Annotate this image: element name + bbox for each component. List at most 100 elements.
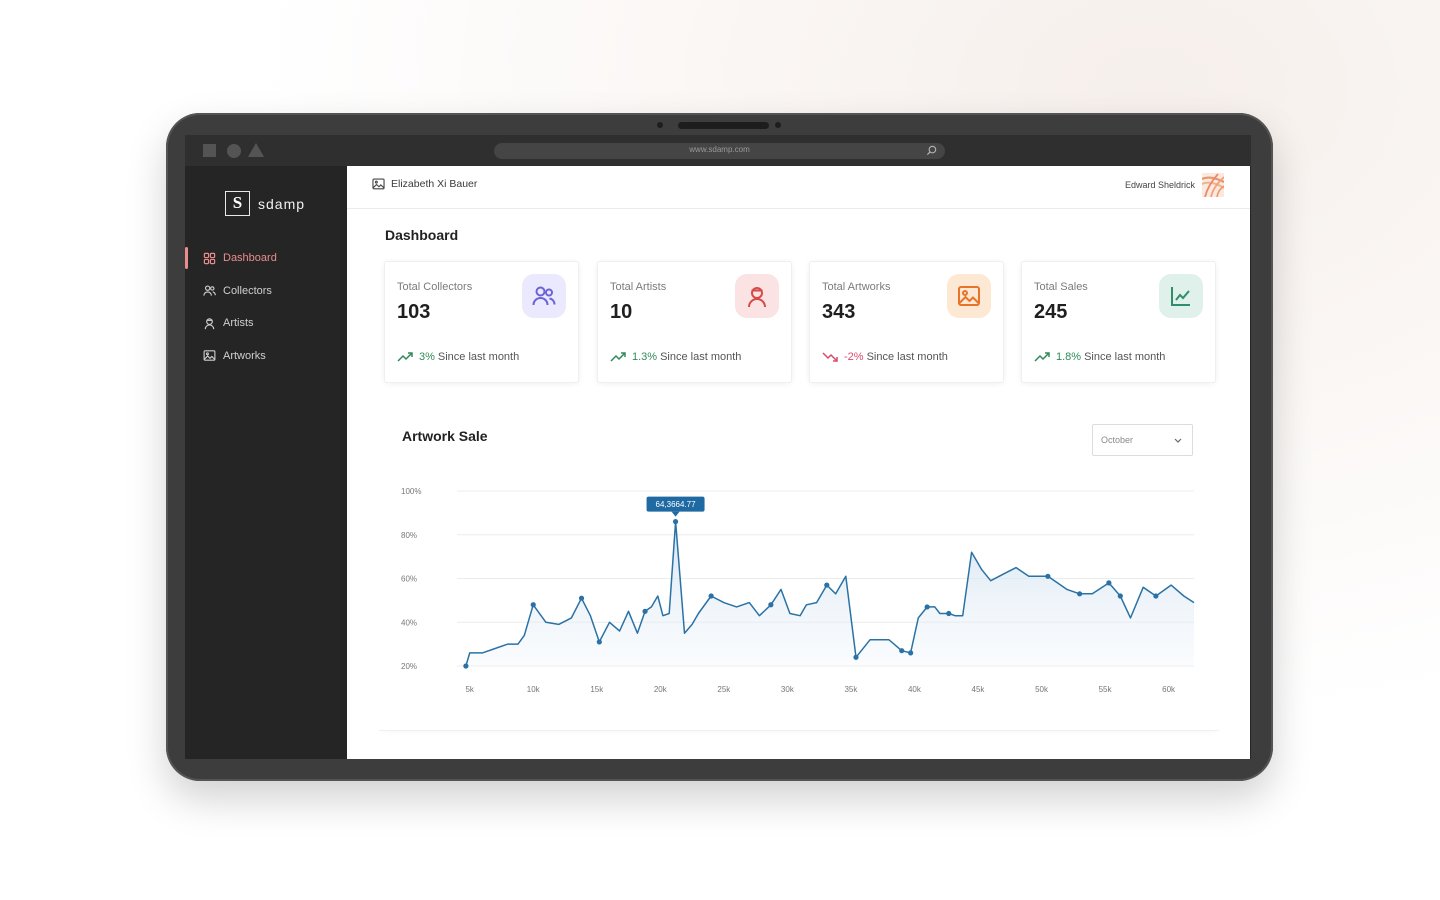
data-point bbox=[463, 663, 469, 669]
series-area bbox=[465, 521, 1194, 666]
y-tick-label: 80% bbox=[401, 531, 417, 540]
artwork-sale-chart: 20% 40% 60% 80% 100% 5k 10k 15k 20k 25k 30k 35k 40k 4… bbox=[401, 487, 1195, 694]
stat-card-collectors[interactable]: Total Collectors 103 3% Since last month bbox=[384, 261, 579, 383]
data-point bbox=[908, 650, 914, 656]
x-tick-label: 10k bbox=[527, 685, 541, 694]
stat-icon-box bbox=[735, 274, 779, 318]
sidebar-item-dashboard[interactable]: Dashboard bbox=[185, 242, 347, 275]
chart-icon bbox=[1171, 287, 1190, 306]
square-shape-icon bbox=[203, 144, 216, 157]
x-tick-label: 45k bbox=[972, 685, 986, 694]
month-select-value: October bbox=[1101, 435, 1134, 445]
address-bar[interactable]: www.sdamp.com bbox=[494, 143, 945, 159]
sidebar-item-collectors[interactable]: Collectors bbox=[185, 275, 347, 308]
stat-label: Total Artworks bbox=[822, 281, 891, 293]
logo-mark: S bbox=[225, 191, 250, 216]
top-bar: Elizabeth Xi Bauer Edward Sheldrick bbox=[347, 166, 1250, 209]
page-title: Dashboard bbox=[385, 227, 459, 243]
data-point bbox=[642, 608, 648, 614]
image-icon bbox=[372, 178, 385, 190]
chevron-down-icon bbox=[1174, 438, 1182, 443]
stat-change-suffix: Since last month bbox=[437, 351, 520, 363]
stat-change-suffix: Since last month bbox=[866, 351, 948, 363]
tooltip-label: 64,3664.77 bbox=[656, 500, 697, 509]
stat-icon-box bbox=[1159, 274, 1203, 318]
stat-value: 245 bbox=[1034, 301, 1068, 323]
sidebar-item-artists[interactable]: Artists bbox=[185, 307, 347, 340]
stat-trend: 3% Since last month bbox=[397, 351, 519, 363]
breadcrumb[interactable]: Elizabeth Xi Bauer bbox=[372, 178, 477, 190]
series-line bbox=[465, 520, 1195, 667]
user-name: Edward Sheldrick bbox=[1124, 180, 1195, 190]
image-icon bbox=[958, 286, 980, 306]
browser-chrome: www.sdamp.com bbox=[185, 135, 1251, 166]
x-tick-label: 55k bbox=[1099, 685, 1113, 694]
stat-card-sales[interactable]: Total Sales 245 1.8% Since last month bbox=[1021, 261, 1216, 383]
data-point bbox=[768, 602, 774, 608]
data-point bbox=[1045, 573, 1051, 579]
artist-icon bbox=[204, 318, 215, 329]
data-point bbox=[578, 595, 585, 601]
sidebar: S sdamp Dashboard Collectors bbox=[185, 166, 347, 759]
x-tick-label: 25k bbox=[717, 685, 731, 694]
x-tick-label: 60k bbox=[1162, 685, 1176, 694]
month-select[interactable]: October bbox=[1092, 424, 1193, 456]
tooltip-pointer bbox=[671, 511, 680, 517]
camera-dot bbox=[657, 122, 663, 128]
trend-up-icon bbox=[610, 352, 626, 362]
stat-trend: 1.3% Since last month bbox=[610, 351, 741, 363]
y-tick-label: 20% bbox=[401, 662, 417, 671]
data-point bbox=[596, 639, 602, 645]
circle-shape-icon bbox=[227, 144, 241, 158]
stat-change: 1.3% bbox=[632, 351, 658, 363]
stat-change: 3% bbox=[419, 351, 435, 363]
data-point bbox=[924, 604, 930, 610]
stat-card-artists[interactable]: Total Artists 10 1.3% Since last month bbox=[597, 261, 792, 383]
stat-value: 343 bbox=[822, 301, 856, 323]
x-tick-label: 35k bbox=[844, 685, 858, 694]
camera-dot bbox=[775, 122, 781, 128]
artwork-sale-card: Artwork Sale October 20% 40% 60% 80% 100% 5k 1… bbox=[379, 404, 1219, 731]
sidebar-item-label: Artworks bbox=[223, 349, 266, 362]
stat-trend: 1.8% Since last month bbox=[1034, 351, 1165, 363]
chart-title: Artwork Sale bbox=[402, 428, 488, 444]
x-tick-label: 15k bbox=[590, 685, 604, 694]
url-text: www.sdamp.com bbox=[689, 145, 750, 154]
x-tick-label: 20k bbox=[654, 685, 668, 694]
data-point bbox=[1153, 593, 1159, 599]
stat-change: -2% bbox=[844, 351, 864, 363]
data-point bbox=[899, 648, 905, 654]
users-icon bbox=[532, 286, 556, 306]
grid-icon bbox=[203, 252, 216, 264]
stat-change-suffix: Since last month bbox=[660, 351, 742, 363]
stat-label: Total Collectors bbox=[397, 281, 473, 293]
x-tick-label: 40k bbox=[908, 685, 922, 694]
artist-icon bbox=[748, 287, 766, 308]
y-tick-label: 40% bbox=[401, 618, 417, 627]
sidebar-item-label: Collectors bbox=[223, 284, 272, 297]
data-point bbox=[1106, 580, 1112, 586]
stat-change: 1.8% bbox=[1056, 351, 1082, 363]
stat-card-artworks[interactable]: Total Artworks 343 -2% Since last month bbox=[809, 261, 1004, 383]
data-point bbox=[1117, 593, 1123, 599]
search-icon[interactable] bbox=[926, 145, 937, 156]
sidebar-item-label: Dashboard bbox=[223, 252, 277, 265]
tablet-frame: www.sdamp.com S sdamp Dashboard bbox=[166, 113, 1273, 781]
speaker-slot bbox=[678, 122, 769, 129]
stat-icon-box bbox=[947, 274, 991, 318]
app-logo[interactable]: S sdamp bbox=[225, 191, 305, 216]
data-point bbox=[824, 582, 830, 588]
users-icon bbox=[203, 285, 216, 296]
stat-label: Total Sales bbox=[1034, 281, 1088, 293]
triangle-shape-icon bbox=[248, 143, 264, 157]
avatar[interactable] bbox=[1202, 173, 1224, 197]
breadcrumb-label: Elizabeth Xi Bauer bbox=[391, 178, 478, 190]
trend-up-icon bbox=[1034, 352, 1050, 362]
trend-down-icon bbox=[822, 352, 838, 362]
data-point bbox=[530, 602, 536, 608]
data-point bbox=[1077, 591, 1083, 597]
data-point bbox=[853, 654, 859, 660]
stat-label: Total Artists bbox=[610, 281, 667, 293]
sidebar-item-artworks[interactable]: Artworks bbox=[185, 340, 347, 373]
user-menu[interactable]: Edward Sheldrick bbox=[1125, 173, 1224, 197]
